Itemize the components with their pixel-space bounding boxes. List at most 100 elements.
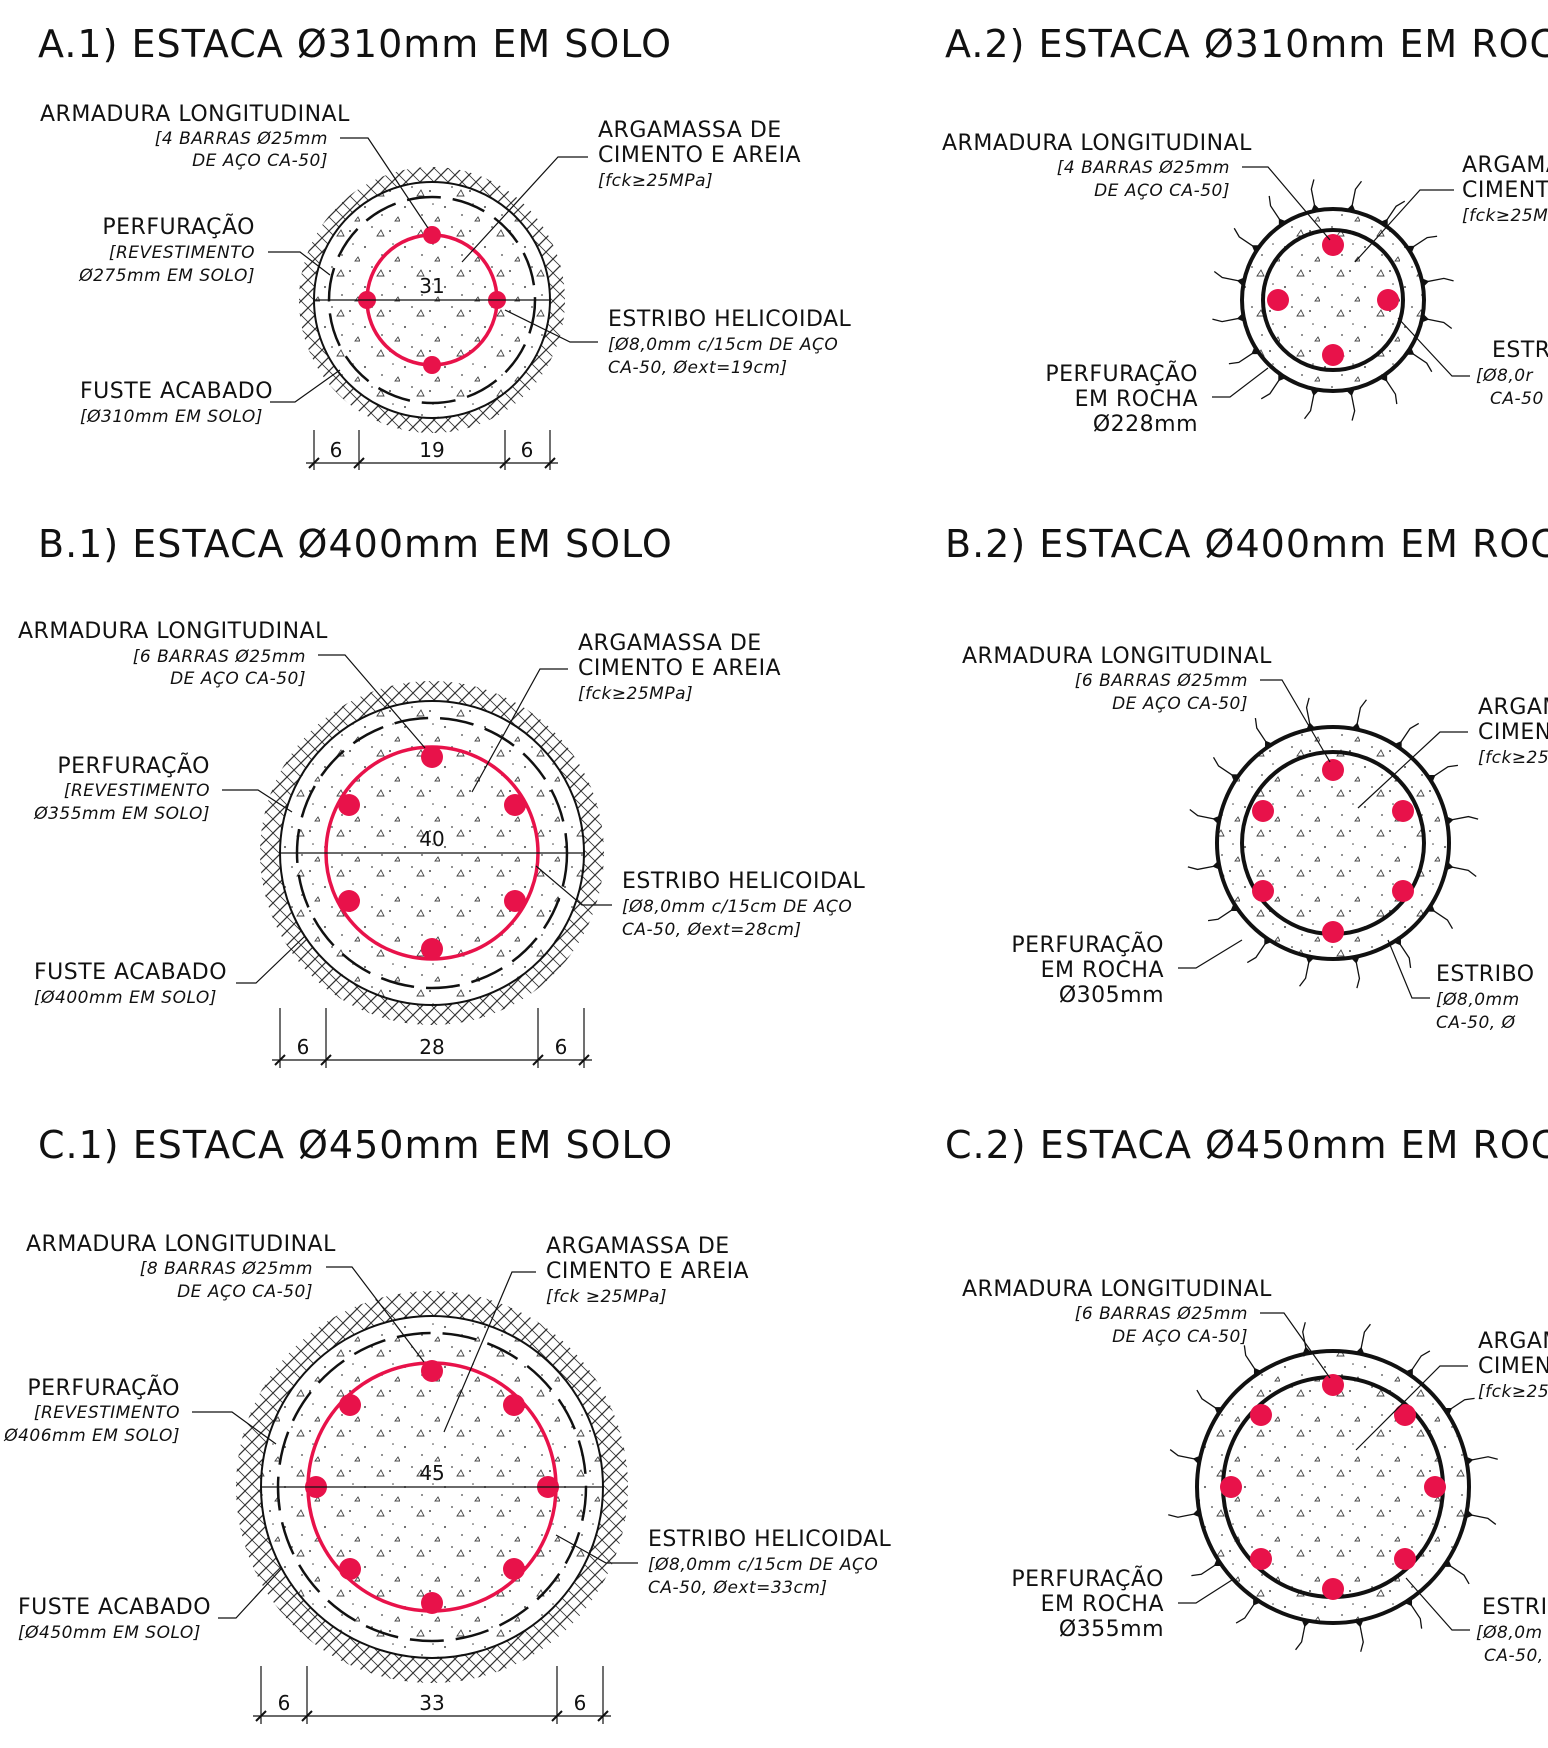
- leader-estribo: [1397, 317, 1470, 377]
- section-b2: B.2) ESTACA Ø400mm EM ROCHA ARMADURA LON…: [945, 522, 1548, 1033]
- perfuracao-label1: PERFURAÇÃO: [1045, 360, 1198, 387]
- perfuracao-label: PERFURAÇÃO: [57, 752, 210, 779]
- rock-tick: [1235, 1599, 1258, 1624]
- leader-estribo: [1405, 1577, 1470, 1631]
- rock-tick: [1355, 699, 1367, 730]
- section-a1: A.1) ESTACA Ø310mm EM SOLO 31 6 19 6 AR: [38, 22, 852, 470]
- rock-tick-head: [1230, 904, 1238, 911]
- rock-bore-outline: [1240, 207, 1426, 393]
- rock-tick-head: [1213, 1559, 1222, 1567]
- rock-tick-head: [1444, 1560, 1452, 1567]
- rock-tick: [1254, 717, 1270, 747]
- inner-outline: [1261, 228, 1405, 372]
- rock-tick: [1246, 938, 1269, 964]
- rock-tick: [1169, 1449, 1200, 1461]
- rock-ticks: [1168, 1322, 1498, 1652]
- estribo-label: ESTRIBO HELICOIDAL: [608, 307, 852, 332]
- armadura-label: ARMADURA LONGITUDINAL: [26, 1232, 336, 1257]
- armadura-label: ARMADURA LONGITUDINAL: [962, 644, 1272, 669]
- dimension-chain: 6 19 6: [306, 430, 558, 470]
- rock-tick: [1383, 200, 1406, 225]
- rock-tick: [1407, 1599, 1423, 1629]
- rock-tick-head: [1305, 956, 1314, 964]
- rock-ticks: [1212, 179, 1454, 421]
- rebar: [503, 1394, 525, 1416]
- armadura-sub2: DE AÇO CA-50]: [192, 151, 328, 171]
- leader-perfuracao: [1178, 939, 1243, 969]
- rebar: [339, 1558, 361, 1580]
- rock-tick: [1243, 1345, 1259, 1375]
- dim-left: 6: [330, 438, 343, 462]
- rebar: [1220, 1476, 1242, 1498]
- leader-fuste: [270, 369, 341, 403]
- estribo-sub1: [Ø8,0m: [1476, 1623, 1543, 1643]
- rebar: [504, 890, 526, 912]
- rock-tick-head: [1253, 1367, 1261, 1376]
- rock-tick-head: [1301, 1620, 1310, 1628]
- rock-tick: [1396, 939, 1412, 969]
- rock-tick: [1350, 180, 1363, 211]
- leader-argamassa: [461, 156, 588, 263]
- rebar-group: [1267, 234, 1399, 366]
- rock-tick: [1397, 722, 1420, 748]
- armadura-sub1: [8 BARRAS Ø25mm: [140, 1259, 313, 1279]
- rebar: [1250, 1548, 1272, 1570]
- rock-tick-head: [1422, 314, 1430, 323]
- section-title: A.1) ESTACA Ø310mm EM SOLO: [38, 22, 672, 66]
- rock-tick: [1422, 277, 1454, 284]
- dim-left: 6: [278, 1691, 291, 1715]
- rock-tick: [1207, 906, 1237, 922]
- rock-tick: [1260, 375, 1283, 400]
- perfuracao-label3: Ø355mm: [1059, 1617, 1164, 1642]
- argamassa-label2: CIMENT: [1478, 720, 1548, 745]
- rock-tick-head: [1311, 203, 1320, 211]
- rock-tick-head: [1356, 1346, 1365, 1354]
- leader-estribo: [1387, 939, 1430, 999]
- rebar: [421, 1360, 443, 1382]
- armadura-label: ARMADURA LONGITUDINAL: [942, 131, 1252, 156]
- rock-tick: [1228, 349, 1258, 365]
- rock-tick: [1408, 350, 1433, 373]
- leader-fuste: [218, 1567, 283, 1619]
- rock-tick: [1422, 317, 1453, 330]
- argamassa-label2: CIMENTO E AREIA: [546, 1259, 749, 1284]
- armadura-sub2: DE AÇO CA-50]: [170, 669, 306, 689]
- rock-tick-head: [1407, 348, 1415, 355]
- argamassa-sub: [fck≥25MPa]: [598, 171, 713, 191]
- fuste-label: FUSTE ACABADO: [34, 960, 227, 985]
- argamassa-label1: ARGAMASSA DE: [578, 631, 762, 656]
- section-a2: A.2) ESTACA Ø310mm EM ROCHA ARMADURA LON…: [942, 22, 1548, 437]
- rock-tick-head: [1310, 389, 1319, 397]
- rock-tick: [1382, 375, 1398, 405]
- argamassa-label1: ARGAM: [1478, 1329, 1548, 1354]
- leader-argamassa: [471, 668, 568, 793]
- leader-argamassa: [1357, 731, 1468, 809]
- rock-tick-head: [1407, 245, 1415, 253]
- pile-body: [1217, 727, 1449, 959]
- rock-ticks: [1187, 697, 1479, 989]
- armadura-sub1: [6 BARRAS Ø25mm: [1075, 1304, 1248, 1324]
- rock-tick-head: [1444, 1407, 1453, 1415]
- estribo-label: ESTRI: [1482, 1595, 1548, 1620]
- rebar: [421, 938, 443, 960]
- dim-right: 6: [555, 1035, 568, 1059]
- rebar-group: [1252, 759, 1414, 943]
- armadura-label: ARMADURA LONGITUDINAL: [40, 102, 350, 127]
- rock-tick: [1168, 1512, 1200, 1518]
- rock-tick-head: [1212, 861, 1219, 870]
- estribo-sub2: CA-50, Øext=28cm]: [622, 920, 802, 940]
- leader-perfuracao: [192, 1411, 277, 1445]
- rock-tick: [1446, 815, 1479, 822]
- argamassa-sub: [fck≥25: [1478, 1382, 1548, 1402]
- perfuracao-sub1: [REVESTIMENTO: [109, 243, 255, 263]
- dim-middle: 33: [419, 1691, 444, 1715]
- rebar: [423, 356, 441, 374]
- leader-perfuracao: [1178, 1579, 1233, 1604]
- leader-armadura: [340, 137, 429, 229]
- rock-tick-head: [1446, 862, 1454, 871]
- armadura-label: ARMADURA LONGITUDINAL: [962, 1277, 1272, 1302]
- rock-tick: [1268, 195, 1284, 225]
- rock-tick-head: [1251, 245, 1259, 252]
- leader-estribo: [555, 1534, 638, 1564]
